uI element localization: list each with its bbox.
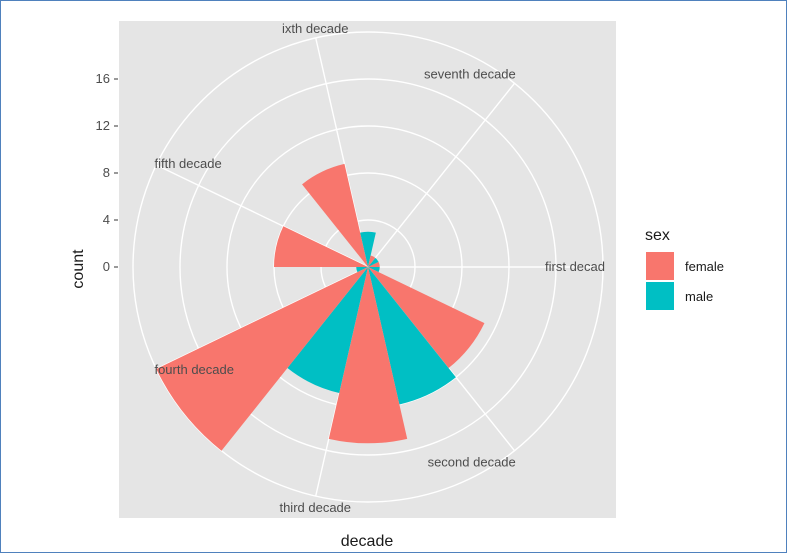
category-label: fifth decade xyxy=(154,156,221,171)
y-tick-label: 4 xyxy=(103,212,110,227)
legend-label: male xyxy=(685,289,713,304)
bar-male xyxy=(360,231,376,267)
bar-female xyxy=(274,226,368,267)
category-label: third decade xyxy=(279,500,351,515)
bar-male xyxy=(287,267,368,394)
y-tick-label: 0 xyxy=(103,259,110,274)
category-label: seventh decade xyxy=(424,67,516,82)
bar-female xyxy=(156,267,368,451)
y-tick-label: 8 xyxy=(103,165,110,180)
bar-male xyxy=(368,267,380,273)
y-tick-label: 12 xyxy=(96,118,110,133)
category-labels: first decad second decade third decade four… xyxy=(154,21,605,515)
y-tick-label: 16 xyxy=(96,71,110,86)
category-label: ixth decade xyxy=(282,21,349,36)
legend-title: sex xyxy=(645,227,670,244)
category-label: second decade xyxy=(428,454,516,469)
legend: sex female male xyxy=(645,227,724,310)
bar-male xyxy=(356,267,368,273)
grid-spoke xyxy=(315,37,369,268)
legend-key-female xyxy=(646,252,674,280)
bar-female xyxy=(302,163,368,267)
grid-spoke xyxy=(155,164,369,268)
category-label: fourth decade xyxy=(154,362,234,377)
legend-label: female xyxy=(685,259,724,274)
legend-key-male xyxy=(646,282,674,310)
bar-female xyxy=(368,267,485,369)
grid-spoke xyxy=(367,82,516,268)
bar-female xyxy=(368,255,376,267)
bar-male xyxy=(368,267,456,405)
bar-female xyxy=(368,261,380,267)
y-axis-title: count xyxy=(70,249,87,289)
bar-female xyxy=(328,267,408,444)
bars-layer xyxy=(156,163,485,451)
x-axis-title: decade xyxy=(341,533,394,550)
bar-male xyxy=(368,257,379,267)
category-label: first decad xyxy=(545,259,605,274)
y-axis: 0 4 8 12 16 xyxy=(96,71,118,274)
